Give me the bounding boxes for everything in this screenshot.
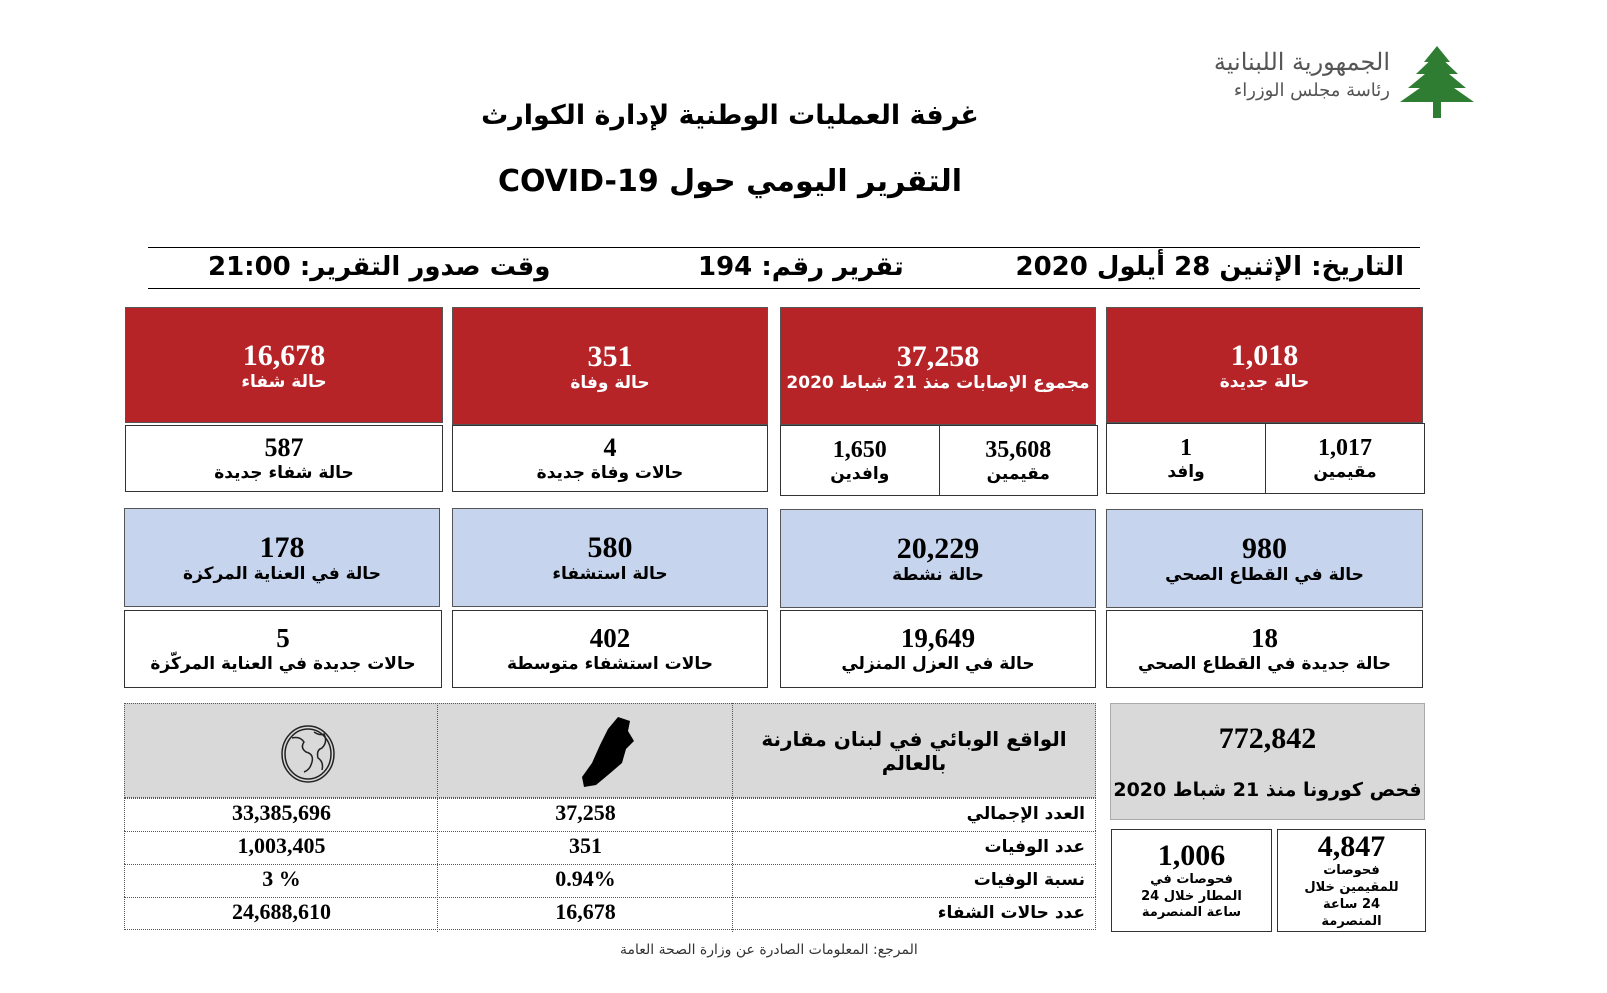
icu-value: 178: [259, 531, 305, 564]
resident-tests-value: 4,847: [1317, 830, 1386, 864]
hospitalized-label: حالة استشفاء: [552, 564, 668, 584]
globe-icon: [280, 724, 336, 788]
tests-label: فحص كورونا منذ 21 شباط 2020: [1113, 779, 1422, 801]
lebanon-value: 351: [569, 833, 602, 858]
active-cases-card: 20,229 حالة نشطة: [780, 509, 1096, 608]
recovered-card: 16,678 حالة شفاء: [125, 307, 443, 423]
total-cases-label: مجموع الإصابات منذ 21 شباط 2020: [786, 372, 1090, 393]
moderate-hosp-label: حالات استشفاء متوسطة: [506, 653, 714, 674]
tests-value: 772,842: [1218, 722, 1317, 755]
recovered-label: حالة شفاء: [241, 371, 327, 392]
logo-republic-text: الجمهورية اللبنانية: [1213, 48, 1390, 76]
world-value: 24,688,610: [232, 899, 331, 924]
row-label: عدد الوفيات: [984, 837, 1085, 857]
recovered-value: 16,678: [242, 338, 326, 372]
table-row: 1,003,405 351 عدد الوفيات: [124, 831, 1096, 864]
logo-presidency-text: رئاسة مجلس الوزراء: [1233, 80, 1390, 101]
total-expat-value: 1,650: [832, 437, 887, 464]
table-row: 33,385,696 37,258 العدد الإجمالي: [124, 798, 1096, 831]
hospitalized-value: 580: [587, 531, 633, 564]
lebanon-value: 16,678: [555, 899, 616, 924]
new-cases-expat-value: 1: [1180, 435, 1192, 462]
home-isolation-value: 19,649: [900, 623, 976, 654]
new-cases-expat-label: وافد: [1167, 461, 1205, 482]
airport-tests-value: 1,006: [1157, 838, 1226, 872]
report-date: التاريخ: الإثنين 28 أيلول 2020: [1015, 252, 1404, 282]
world-value: 33,385,696: [232, 800, 331, 825]
icu-card: 178 حالة في العناية المركزة: [124, 508, 440, 607]
total-resident-label: مقيمين: [986, 463, 1050, 484]
home-isolation-label: حالة في العزل المنزلي: [841, 653, 1035, 674]
row-label: العدد الإجمالي: [966, 804, 1085, 824]
row-label: عدد حالات الشفاء: [937, 903, 1085, 923]
new-cases-card: 1,018 حالة جديدة: [1106, 307, 1423, 423]
new-deaths-value: 4: [603, 433, 617, 463]
health-sector-label: حالة في القطاع الصحي: [1165, 565, 1364, 585]
deaths-card: 351 حالة وفاة: [452, 307, 768, 425]
lebanon-value: 0.94%: [555, 866, 616, 891]
new-cases-label: حالة جديدة: [1219, 371, 1310, 392]
icu-new-label: حالات جديدة في العناية المركّزة: [150, 653, 416, 674]
table-row: 3 % 0.94% نسبة الوفيات: [124, 864, 1096, 897]
new-cases-resident-value: 1,017: [1318, 435, 1372, 462]
world-value: 1,003,405: [237, 833, 326, 858]
total-cases-value: 37,258: [896, 339, 980, 373]
new-recovered-value: 587: [264, 433, 304, 463]
new-recovered-label: حالة شفاء جديدة: [214, 462, 354, 483]
icu-label: حالة في العناية المركزة: [183, 564, 381, 584]
deaths-label: حالة وفاة: [570, 372, 650, 393]
new-deaths-label: حالات وفاة جديدة: [536, 462, 684, 483]
resident-tests-label: فحوصات للمقيمين خلال 24 ساعة المنصرمة: [1304, 863, 1399, 929]
report-time: وقت صدور التقرير: 21:00: [208, 252, 551, 282]
icu-new-value: 5: [276, 623, 290, 654]
cedar-logo-icon: [1398, 44, 1476, 126]
airport-tests-label: فحوصات في المطار خلال 24 ساعة المنصرمة: [1141, 871, 1242, 921]
new-cases-resident-label: مقيمين: [1313, 461, 1377, 482]
lebanon-map-icon: [578, 715, 636, 791]
divider: [148, 288, 1420, 289]
active-cases-label: حالة نشطة: [892, 565, 984, 585]
tests-card: 772,842 فحص كورونا منذ 21 شباط 2020: [1110, 703, 1425, 820]
airport-tests-card: 1,006 فحوصات في المطار خلال 24 ساعة المنص…: [1111, 829, 1272, 932]
footer-source: المرجع: المعلومات الصادرة عن وزارة الصحة…: [620, 942, 918, 958]
deaths-value: 351: [587, 339, 633, 373]
divider: [148, 247, 1420, 248]
new-cases-value: 1,018: [1230, 338, 1299, 372]
report-number: تقرير رقم: 194: [698, 252, 904, 282]
resident-tests-card: 4,847 فحوصات للمقيمين خلال 24 ساعة المنصر…: [1277, 829, 1426, 932]
lebanon-value: 37,258: [555, 800, 616, 825]
health-sector-new-label: حالة جديدة في القطاع الصحي: [1137, 653, 1392, 674]
page-subtitle: التقرير اليومي حول COVID-19: [497, 164, 963, 199]
moderate-hosp-value: 402: [589, 623, 631, 654]
world-value: 3 %: [262, 866, 301, 891]
comparison-title: الواقع الوبائي في لبنان مقارنة بالعالم: [761, 726, 1067, 775]
total-cases-card: 37,258 مجموع الإصابات منذ 21 شباط 2020: [780, 307, 1096, 425]
active-cases-value: 20,229: [896, 532, 980, 565]
page-title: غرفة العمليات الوطنية لإدارة الكوارث: [481, 100, 979, 131]
health-sector-card: 980 حالة في القطاع الصحي: [1106, 509, 1423, 608]
total-expat-label: وافدين: [830, 463, 890, 484]
health-sector-value: 980: [1242, 532, 1287, 565]
hospitalized-card: 580 حالة استشفاء: [452, 508, 768, 607]
health-sector-new-value: 18: [1251, 623, 1278, 654]
table-row: 24,688,610 16,678 عدد حالات الشفاء: [124, 897, 1096, 930]
total-resident-value: 35,608: [985, 437, 1052, 464]
row-label: نسبة الوفيات: [973, 870, 1085, 890]
